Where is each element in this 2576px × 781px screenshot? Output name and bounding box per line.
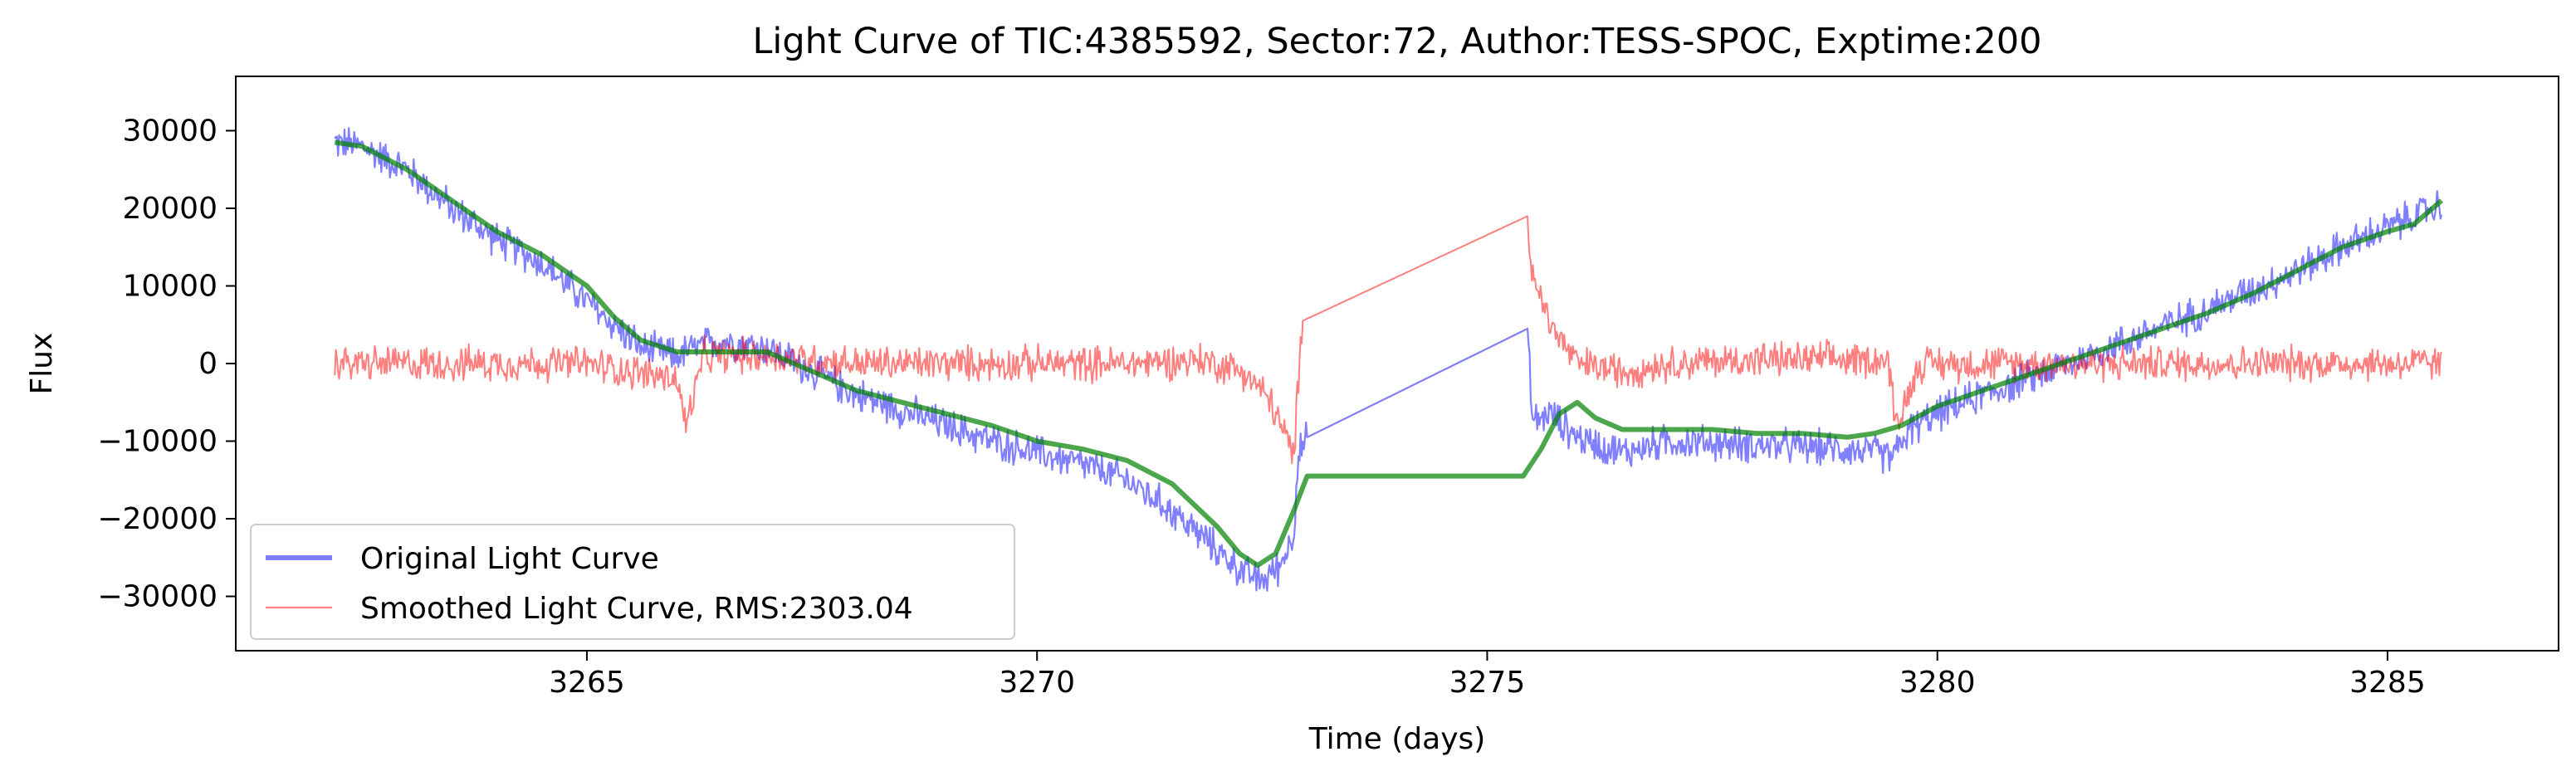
x-tick-label: 3280 [1899,666,1976,700]
series-line-0 [334,127,2443,592]
y-tick-label: 30000 [122,114,218,148]
x-tick-label: 3285 [2349,666,2426,700]
y-axis-label: Flux [25,333,59,395]
series-layer [334,127,2443,592]
y-tick-label: −30000 [97,580,218,614]
y-tick-label: −20000 [97,502,218,536]
series-line-2 [334,139,2443,569]
legend-label-smoothed: Smoothed Light Curve, RMS:2303.04 [360,592,913,626]
x-tick-label: 3275 [1449,666,1526,700]
chart-title: Light Curve of TIC:4385592, Sector:72, A… [752,21,2041,62]
x-axis-label: Time (days) [1308,722,1486,756]
y-tick-label: 20000 [122,192,218,226]
x-tick-label: 3270 [999,666,1075,700]
legend: Original Light Curve Smoothed Light Curv… [250,524,1015,640]
legend-box [250,524,1015,640]
x-tick-label: 3265 [549,666,625,700]
y-axis: −30000 −20000 −10000 0 10000 20000 30000 [97,114,236,614]
y-tick-label: 10000 [122,269,218,303]
y-tick-label: 0 [198,347,218,381]
y-tick-label: −10000 [97,425,218,459]
x-axis: 3265 3270 3275 3280 3285 [549,651,2426,700]
legend-label-original: Original Light Curve [360,542,659,576]
